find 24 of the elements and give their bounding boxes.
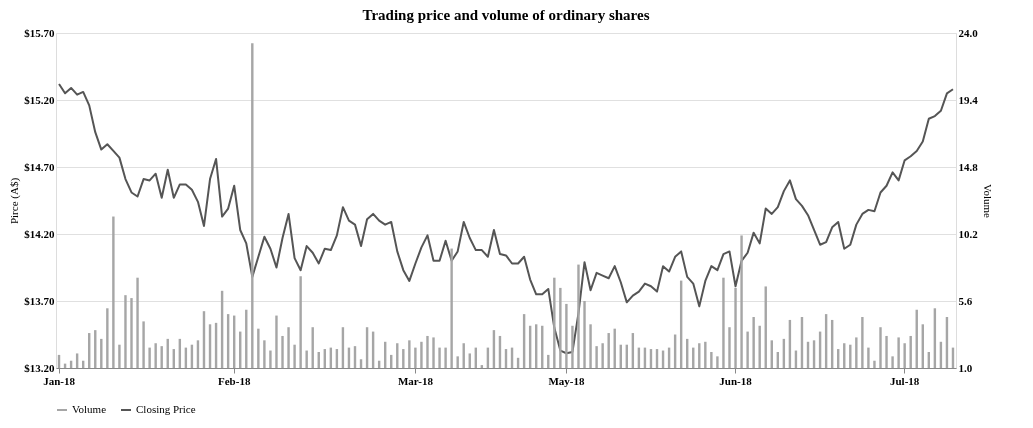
legend-label: Volume (72, 403, 107, 415)
y-tick-label: $14.70 (24, 160, 55, 173)
y2-tick-label: 5.6 (958, 294, 973, 307)
y2-tick-label: 1.0 (958, 361, 973, 374)
y2-axis-title: Volume (981, 183, 994, 219)
x-tick-label: Mar-18 (397, 374, 434, 387)
y-tick-label: $13.70 (24, 294, 55, 307)
y2-tick-label: 24.0 (958, 26, 979, 39)
y2-tick-label: 10.2 (958, 227, 979, 240)
x-tick-label: Feb-18 (217, 374, 251, 387)
y2-tick-label: 14.8 (958, 160, 979, 173)
x-tick-label: Jul-18 (889, 374, 920, 387)
y-tick-label: $14.20 (24, 227, 55, 240)
y-tick-label: $15.20 (24, 93, 55, 106)
x-tick-label: Jan-18 (43, 374, 76, 387)
y-tick-label: $15.70 (24, 26, 55, 39)
y-tick-label: $13.20 (24, 361, 55, 374)
x-tick-label: May-18 (548, 374, 585, 387)
y2-tick-label: 19.4 (958, 93, 979, 106)
chart-title: Trading price and volume of ordinary shares (362, 7, 650, 23)
x-tick-label: Jun-18 (719, 374, 753, 387)
legend-label: Closing Price (136, 403, 196, 415)
y-axis-title: Pirce (A$) (8, 177, 22, 225)
line-series (58, 82, 954, 355)
